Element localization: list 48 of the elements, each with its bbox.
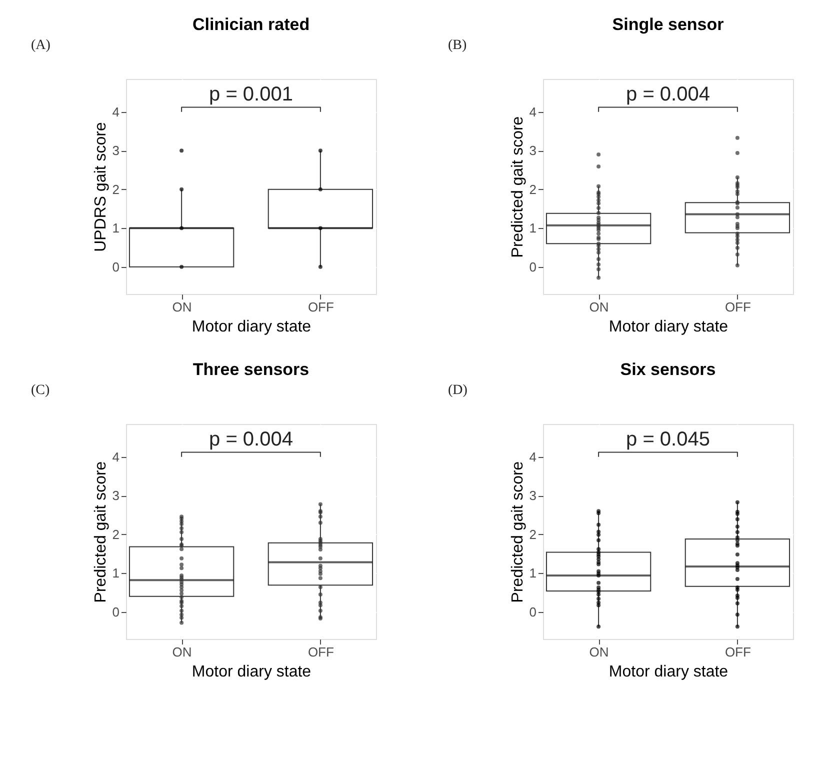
y-tick-label: 3 [112, 143, 120, 158]
x-tick-label: ON [589, 644, 609, 660]
y-tick-label: 4 [529, 104, 536, 120]
text: (D) [448, 383, 468, 398]
y-tick-label: 2 [112, 182, 120, 197]
x-tick-label: OFF [724, 300, 751, 314]
annotation: p = 0.045 [626, 428, 710, 450]
x-axis-title: Motor diary state [192, 664, 312, 680]
y-tick-label: 2 [529, 182, 536, 197]
chart-title: Six sensors [620, 360, 716, 379]
y-tick-label: 4 [112, 104, 120, 120]
y-tick-label: 3 [529, 143, 536, 158]
y-tick-label: 1 [529, 566, 536, 581]
y-tick-label: 0 [112, 604, 120, 620]
x-tick-label: OFF [308, 300, 334, 314]
y-axis-title: Predicted gait score [92, 461, 110, 603]
x-tick-label: ON [172, 300, 192, 314]
y-axis-title: UPDRS gait score [92, 122, 110, 252]
x-axis-title: Motor diary state [192, 318, 312, 336]
y-tick-label: 4 [529, 449, 536, 464]
text: (C) [31, 383, 50, 398]
text: (B) [448, 38, 467, 53]
x-tick-label: OFF [308, 644, 334, 660]
y-tick-label: 2 [112, 526, 120, 542]
x-axis-title: Motor diary state [608, 318, 728, 336]
y-tick-label: 0 [529, 604, 536, 620]
chart-title: Clinician rated [192, 15, 310, 34]
y-axis-title: Predicted gait score [509, 461, 526, 603]
annotation: p = 0.004 [626, 83, 710, 106]
annotation: p = 0.001 [209, 83, 293, 106]
x-tick-label: ON [172, 644, 192, 660]
y-tick-label: 4 [112, 449, 120, 464]
x-tick-label: ON [589, 300, 609, 314]
annotation: p = 0.004 [209, 428, 293, 450]
y-tick-label: 1 [112, 220, 120, 236]
y-tick-label: 0 [112, 259, 120, 274]
y-tick-label: 1 [529, 220, 536, 236]
y-tick-label: 3 [112, 488, 120, 504]
y-tick-label: 1 [112, 566, 120, 581]
chart-title: Single sensor [612, 15, 724, 34]
y-tick-label: 3 [529, 488, 536, 504]
text: (A) [31, 38, 51, 53]
y-tick-label: 0 [529, 259, 536, 274]
chart-title: Three sensors [192, 360, 310, 379]
x-axis-title: Motor diary state [608, 664, 728, 680]
x-tick-label: OFF [724, 644, 751, 660]
y-axis-title: Predicted gait score [509, 116, 526, 258]
y-tick-label: 2 [529, 526, 536, 542]
